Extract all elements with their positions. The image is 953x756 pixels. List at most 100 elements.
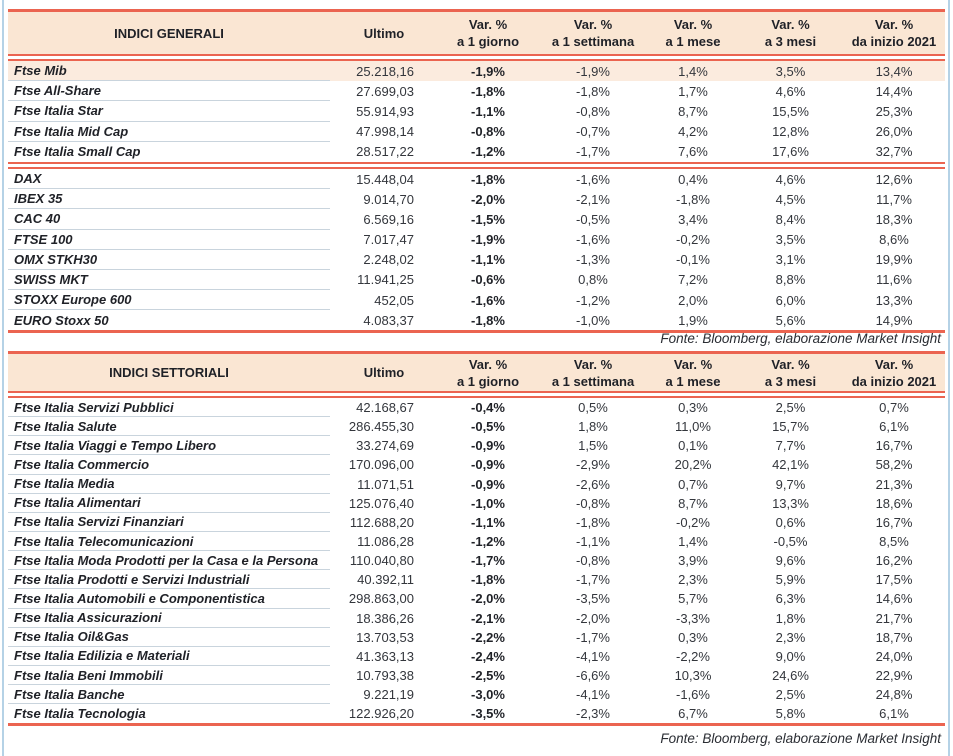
var-value-cell: 12,6% <box>875 171 913 187</box>
var-header-line1: Var. % <box>573 17 613 32</box>
column-header-var-lines: Var. % a 1 mese <box>666 356 721 390</box>
var-value-cell: -1,2% <box>471 144 505 160</box>
var-header-line2: da inizio 2021 <box>851 373 937 389</box>
index-name-cell: Ftse Italia Banche <box>8 685 330 705</box>
var-value-cell: 9,7% <box>775 476 806 492</box>
var-value-cell: -0,2% <box>676 232 710 248</box>
var-value-cell: -0,2% <box>676 514 710 530</box>
var-value-cell: 8,5% <box>879 534 909 550</box>
index-name-cell: Ftse Italia Media <box>8 475 330 494</box>
var-value-cell: 32,7% <box>875 144 913 160</box>
table-row: CAC 40 6.569,16 -1,5% -0,5% 3,4% 8,4% 18,3% <box>8 209 945 230</box>
table-row: Ftse Italia Small Cap 28.517,22 -1,2% -1,7%… <box>8 141 945 162</box>
var-value-cell: 14,6% <box>875 591 913 607</box>
var-value-cell: 0,1% <box>678 438 708 454</box>
table-row: Ftse Italia Assicurazioni 18.386,26 -2,1% -… <box>8 608 945 628</box>
ultimo-value-cell: 112.688,20 <box>349 514 414 530</box>
table-title: INDICI SETTORIALI <box>109 365 229 380</box>
ultimo-value-cell: 122.926,20 <box>348 706 414 722</box>
var-value-cell: -1,8% <box>576 514 610 530</box>
table-row: Ftse Italia Media 11.071,51 -0,9% -2,6% 0,7%… <box>8 474 945 494</box>
var-value-cell: 0,8% <box>578 272 608 288</box>
var-header-line1: Var. % <box>874 17 914 32</box>
var-value-cell: -2,0% <box>471 191 505 207</box>
var-header-line2: a 1 mese <box>665 34 721 49</box>
header-separator-rule <box>8 391 945 398</box>
index-name-cell: Ftse Italia Automobili e Componentistica <box>8 589 330 609</box>
var-value-cell: 19,9% <box>875 252 913 268</box>
var-value-cell: 6,0% <box>775 292 806 308</box>
page-left-border <box>2 0 4 756</box>
ultimo-value-cell: 170.096,00 <box>348 457 414 473</box>
var-value-cell: 7,2% <box>678 272 708 288</box>
var-value-cell: 17,5% <box>875 572 913 588</box>
source-note: Fonte: Bloomberg, elaborazione Market In… <box>660 331 941 346</box>
var-value-cell: 8,7% <box>678 495 708 511</box>
ultimo-value-cell: 13.703,53 <box>356 629 414 645</box>
index-name-cell: Ftse Italia Beni Immobili <box>8 666 330 686</box>
var-value-cell: 13,3% <box>875 292 913 308</box>
var-value-cell: -0,5% <box>576 211 610 227</box>
var-value-cell: 24,8% <box>875 687 913 703</box>
var-value-cell: -1,7% <box>576 629 610 645</box>
table-row: Ftse Italia Servizi Pubblici 42.168,67 -0,… <box>8 398 945 418</box>
var-value-cell: -1,1% <box>576 534 610 550</box>
var-value-cell: -1,6% <box>576 232 610 248</box>
index-name-cell: OMX STKH30 <box>8 250 330 270</box>
var-value-cell: -1,2% <box>576 292 610 308</box>
var-value-cell: 7,6% <box>678 144 708 160</box>
var-value-cell: -0,5% <box>471 419 505 435</box>
index-name-cell: Ftse All-Share <box>8 81 330 102</box>
source-note: Fonte: Bloomberg, elaborazione Market In… <box>660 731 941 746</box>
table-row: Ftse Mib 25.218,16 -1,9% -1,9% 1,4% 3,5% 13,4% <box>8 61 945 82</box>
var-value-cell: -2,6% <box>576 476 610 492</box>
table-row: Ftse Italia Beni Immobili 10.793,38 -2,5% -… <box>8 665 945 686</box>
var-value-cell: 42,1% <box>772 457 809 473</box>
column-header-var-lines: Var. % a 1 settimana <box>552 16 634 50</box>
index-name-cell: CAC 40 <box>8 209 330 230</box>
ultimo-value-cell: 40.392,11 <box>357 572 414 588</box>
var-value-cell: 20,2% <box>674 457 712 473</box>
var-header-line1: Var. % <box>573 356 613 372</box>
var-value-cell: -1,1% <box>471 252 505 268</box>
var-header-line2: a 1 giorno <box>456 373 520 389</box>
ultimo-value-cell: 33.274,69 <box>356 438 414 454</box>
column-header-var: Var. % a 1 settimana <box>538 354 648 391</box>
var-value-cell: 8,7% <box>678 103 708 119</box>
index-name-cell: Ftse Italia Servizi Pubblici <box>8 398 330 418</box>
var-value-cell: -0,4% <box>471 400 505 416</box>
var-value-cell: 11,7% <box>876 191 912 207</box>
column-header-var-lines: Var. % a 1 mese <box>666 16 721 50</box>
table-row: SWISS MKT 11.941,25 -0,6% 0,8% 7,2% 8,8% 11,6% <box>8 269 945 291</box>
table-row: IBEX 35 9.014,70 -2,0% -2,1% -1,8% 4,5% 11,7% <box>8 189 945 210</box>
var-value-cell: -4,1% <box>576 648 610 664</box>
var-value-cell: 18,7% <box>875 629 913 645</box>
column-header-ultimo: Ultimo <box>363 25 405 41</box>
table-row: Ftse Italia Alimentari 125.076,40 -1,0% -0,… <box>8 493 945 513</box>
var-value-cell: 12,8% <box>772 124 809 140</box>
var-value-cell: -1,5% <box>471 211 505 227</box>
var-value-cell: -1,7% <box>471 553 505 569</box>
var-value-cell: 6,1% <box>879 419 909 435</box>
var-value-cell: 58,2% <box>875 457 913 473</box>
table-top-rule <box>8 351 945 354</box>
column-header-var-lines: Var. % a 3 mesi <box>765 16 816 50</box>
var-value-cell: -0,1% <box>676 252 710 268</box>
var-value-cell: -1,0% <box>471 495 505 511</box>
var-value-cell: -0,8% <box>471 124 505 140</box>
var-value-cell: 13,4% <box>875 63 913 79</box>
ultimo-value-cell: 18.386,26 <box>356 610 414 626</box>
var-value-cell: 6,1% <box>879 706 909 722</box>
table-row: EURO Stoxx 50 4.083,37 -1,8% -1,0% 1,9% 5,6% 1… <box>8 310 945 331</box>
var-value-cell: -3,5% <box>471 706 505 722</box>
var-value-cell: 5,7% <box>678 591 708 607</box>
var-value-cell: 4,6% <box>775 171 806 187</box>
table-row: Ftse Italia Edilizia e Materiali 41.363,1… <box>8 646 945 666</box>
var-value-cell: -0,8% <box>576 553 610 569</box>
index-name-cell: IBEX 35 <box>8 189 330 210</box>
ultimo-value-cell: 42.168,67 <box>356 400 414 416</box>
var-header-line2: da inizio 2021 <box>851 34 937 49</box>
var-value-cell: 0,3% <box>678 629 708 645</box>
var-value-cell: -2,9% <box>576 457 610 473</box>
var-value-cell: 22,9% <box>875 668 913 684</box>
